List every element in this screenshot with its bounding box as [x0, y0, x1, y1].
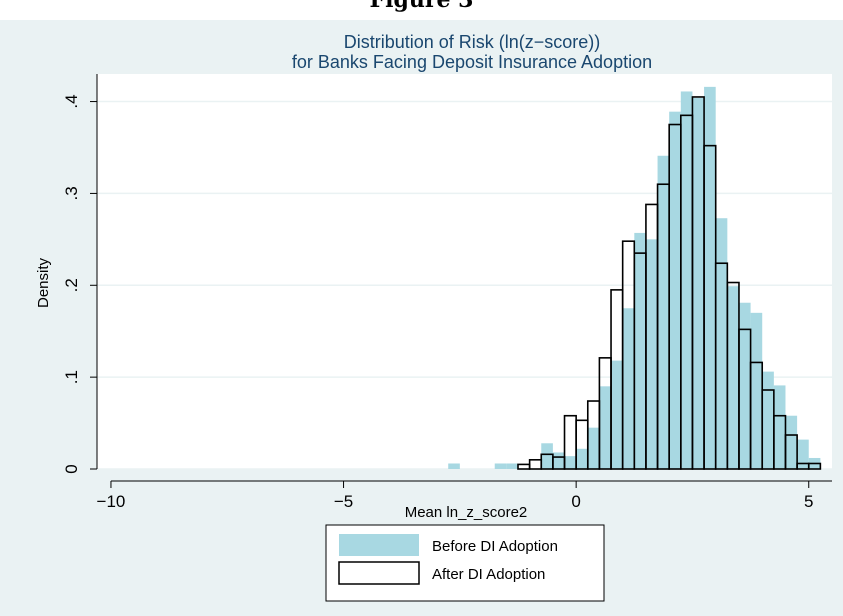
- bar-before: [494, 463, 507, 469]
- bar-before: [773, 385, 786, 469]
- x-axis-label: Mean ln_z_score2: [405, 504, 528, 521]
- bar-before: [704, 86, 716, 469]
- bar-before: [506, 463, 518, 469]
- legend-swatch-after: [338, 561, 420, 585]
- y-tick-label: .2: [62, 278, 81, 292]
- bar-before: [692, 97, 705, 469]
- bar-before: [564, 456, 577, 469]
- bar-before: [738, 302, 751, 469]
- legend-swatch-before: [339, 534, 419, 556]
- bar-before: [797, 439, 809, 469]
- chart-title-line-2: for Banks Facing Deposit Insurance Adopt…: [292, 52, 652, 72]
- bar-before: [541, 443, 553, 469]
- histogram-chart: 0 .1 .2 .3 .4 −10 −5 0 5 Distribution of Risk (l…: [35, 32, 832, 602]
- bar-before: [762, 371, 774, 469]
- chart-title-line-1: Distribution of Risk (ln(z−score)): [344, 32, 601, 52]
- bar-before: [552, 452, 565, 469]
- page-header-strip: Figure 3: [0, 0, 843, 20]
- bar-before: [587, 427, 600, 469]
- before-series-bars: [448, 86, 821, 470]
- bar-before: [645, 239, 658, 469]
- bar-before: [448, 463, 460, 469]
- after-series-bars: [517, 96, 822, 470]
- axes: 0 .1 .2 .3 .4 −10 −5 0 5: [62, 74, 832, 511]
- legend-label-before: Before DI Adoption: [432, 538, 558, 555]
- x-tick-label: 5: [804, 492, 813, 511]
- bar-before: [634, 232, 646, 469]
- y-tick-label: .3: [62, 186, 81, 200]
- x-tick-label: −10: [97, 492, 126, 511]
- bar-before: [750, 312, 763, 469]
- bar-before: [622, 308, 635, 469]
- graph-region: 0 .1 .2 .3 .4 −10 −5 0 5 Distribution of Risk (l…: [0, 20, 843, 616]
- legend: Before DI Adoption After DI Adoption: [325, 524, 605, 602]
- bar-before: [785, 415, 798, 469]
- y-axis-label: Density: [35, 257, 52, 308]
- y-tick-label: .1: [62, 370, 81, 384]
- bar-before: [715, 218, 728, 469]
- bar-after: [784, 434, 798, 470]
- bar-after: [807, 462, 822, 470]
- bar-before: [657, 155, 670, 470]
- x-tick-label: −5: [334, 492, 353, 511]
- y-tick-label: 0: [62, 464, 81, 473]
- bar-before: [669, 111, 681, 470]
- bar-before: [599, 386, 612, 469]
- bar-before: [576, 448, 588, 469]
- bar-before: [611, 360, 623, 469]
- figure-caption: Figure 3: [369, 0, 474, 13]
- y-tick-label: .4: [62, 94, 81, 108]
- bar-before: [727, 286, 739, 469]
- x-tick-label: 0: [571, 492, 580, 511]
- bar-before: [680, 91, 693, 469]
- legend-label-after: After DI Adoption: [432, 566, 545, 583]
